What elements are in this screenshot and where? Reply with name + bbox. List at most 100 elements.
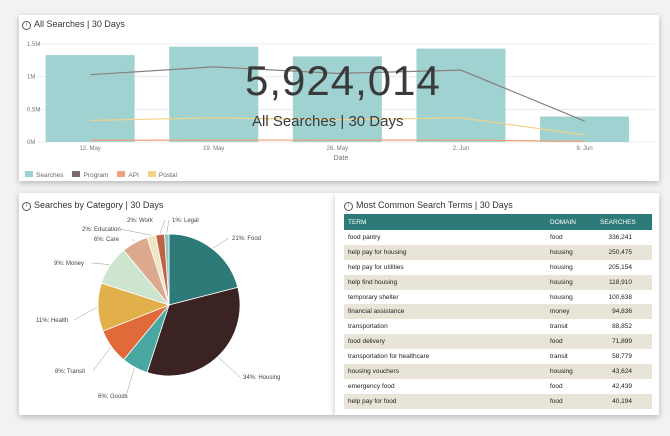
category-card: i Searches by Category | 30 Days 21%: Foo… [19,193,335,415]
pie-slice[interactable] [164,233,170,306]
pie-leader-line [92,347,111,372]
all-searches-title-text: All Searches | 30 Days [34,19,125,29]
category-title: i Searches by Category | 30 Days [22,200,163,211]
pie-slice-label: 2%: Education [82,227,121,233]
series-line-api[interactable] [90,139,585,142]
pie-slice-label: 34%: Housing [243,375,280,381]
domain-cell: housing [546,244,596,260]
legend-label: Postal [158,171,177,179]
table-row[interactable]: help pay for housing housing 250,475 [344,244,652,260]
series-line-program[interactable] [90,66,585,122]
category-pie-chart: 21%: Food 34%: Housing 6%: Goods 8%: Transi… [36,218,280,400]
term-cell: food delivery [344,334,546,350]
pie-slice[interactable] [146,286,241,377]
y-tick-label: 1.5M [27,42,40,48]
legend-swatch [72,171,81,177]
pie-leader-line [166,219,170,234]
info-icon[interactable]: i [344,202,353,211]
searches-cell: 42,439 [612,382,632,390]
pie-slice-label: 9%: Money [54,261,84,267]
legend-label: Searches [36,171,64,179]
pie-slice-label: 6%: Goods [98,394,128,400]
domain-cell: food [546,393,596,409]
table-row[interactable]: temporary shelter housing 100,638 [344,290,652,305]
terms-title: i Most Common Search Terms | 30 Days [344,200,513,211]
bar[interactable] [169,46,259,142]
x-tick-label: 9. Jun [576,146,592,152]
table-row[interactable]: housing vouchers housing 43,624 [344,364,652,379]
table-row[interactable]: financial assistance money 94,836 [344,304,652,320]
pie-leader-line [73,307,98,321]
searches-cell: 250,475 [596,244,652,260]
x-axis-label: Date [334,155,349,162]
pie-slice[interactable] [168,233,239,306]
column-header-domain[interactable]: DOMAIN [546,214,596,230]
table-row[interactable]: emergency food food 42,439 [344,379,652,394]
searches-cell: 205,154 [608,263,633,271]
pie-slice-label: 8%: Transit [55,369,85,375]
bar[interactable] [292,56,382,143]
searches-cell: 100,638 [608,293,633,301]
pie-slice-label: 2%: Work [127,218,154,224]
x-tick-label: 2. Jun [453,146,469,152]
domain-cell: money [546,304,596,320]
term-cell: transportation for healthcare [348,353,430,361]
pie-leader-line [125,368,135,397]
pie-slice-label: 1%: Legal [172,218,199,224]
legend-swatch [117,171,126,177]
legend-swatch [147,171,156,177]
pie-leader-line [212,237,230,249]
y-tick-label: 0.5M [27,107,40,113]
term-cell: help find housing [344,274,546,290]
info-icon[interactable]: i [22,21,31,30]
domain-cell: transit [550,323,568,331]
domain-cell: food [550,382,563,390]
domain-cell: housing [546,364,596,379]
legend-item[interactable]: Program [72,171,108,179]
domain-cell: food [546,334,596,350]
table-row[interactable]: food delivery food 71,899 [344,334,652,350]
terms-card: i Most Common Search Terms | 30 Days TERM… [335,193,659,415]
legend-label: API [128,171,139,179]
table-row[interactable]: help find housing housing 118,910 [344,274,652,290]
term-cell: food pantry [348,233,381,241]
searches-cell: 71,899 [596,334,652,350]
all-searches-card: i All Searches | 30 Days 0M 0.5M 1M 1.5M 12. … [19,15,659,181]
terms-table: TERM DOMAIN SEARCHES food pantry food 336,… [344,214,652,409]
legend-item[interactable]: API [117,171,139,179]
kpi-value: 5,924,014 [245,57,441,104]
kpi-label: All Searches | 30 Days [252,113,404,130]
chart-legend: Searches Program API Postal [25,171,186,179]
searches-cell: 118,910 [596,274,652,290]
legend-item[interactable]: Searches [25,171,64,179]
table-row[interactable]: transportation transit 88,852 [344,319,652,334]
term-cell: help pay for utilities [348,263,404,271]
term-cell: financial assistance [344,304,546,320]
searches-cell: 58,779 [612,353,632,361]
bar[interactable] [45,55,135,142]
term-cell: help pay for food [344,393,546,409]
x-tick-label: 19. May [203,146,224,152]
domain-cell: housing [546,274,596,290]
info-icon[interactable]: i [22,202,31,211]
table-row[interactable]: help pay for food food 40,194 [344,393,652,409]
column-header-term[interactable]: TERM [344,214,546,230]
term-cell: emergency food [348,382,395,390]
domain-cell: housing [550,263,573,271]
legend-item[interactable]: Postal [147,171,177,179]
table-row[interactable]: help pay for utilities housing 205,154 [344,260,652,275]
term-cell: help pay for housing [344,244,546,260]
domain-cell: transit [550,353,568,361]
term-cell: temporary shelter [348,293,399,301]
bar[interactable] [540,116,630,142]
series-line-postal[interactable] [90,117,585,136]
bar[interactable] [416,48,506,142]
table-row[interactable]: transportation for healthcare transit 58,7… [344,349,652,364]
searches-cell: 94,836 [596,304,652,320]
domain-cell: housing [550,293,573,301]
x-tick-label: 26. May [327,146,348,152]
all-searches-title: i All Searches | 30 Days [22,19,125,30]
searches-cell: 43,624 [596,364,652,379]
column-header-searches[interactable]: SEARCHES [596,214,652,230]
table-row[interactable]: food pantry food 336,241 [344,230,652,245]
